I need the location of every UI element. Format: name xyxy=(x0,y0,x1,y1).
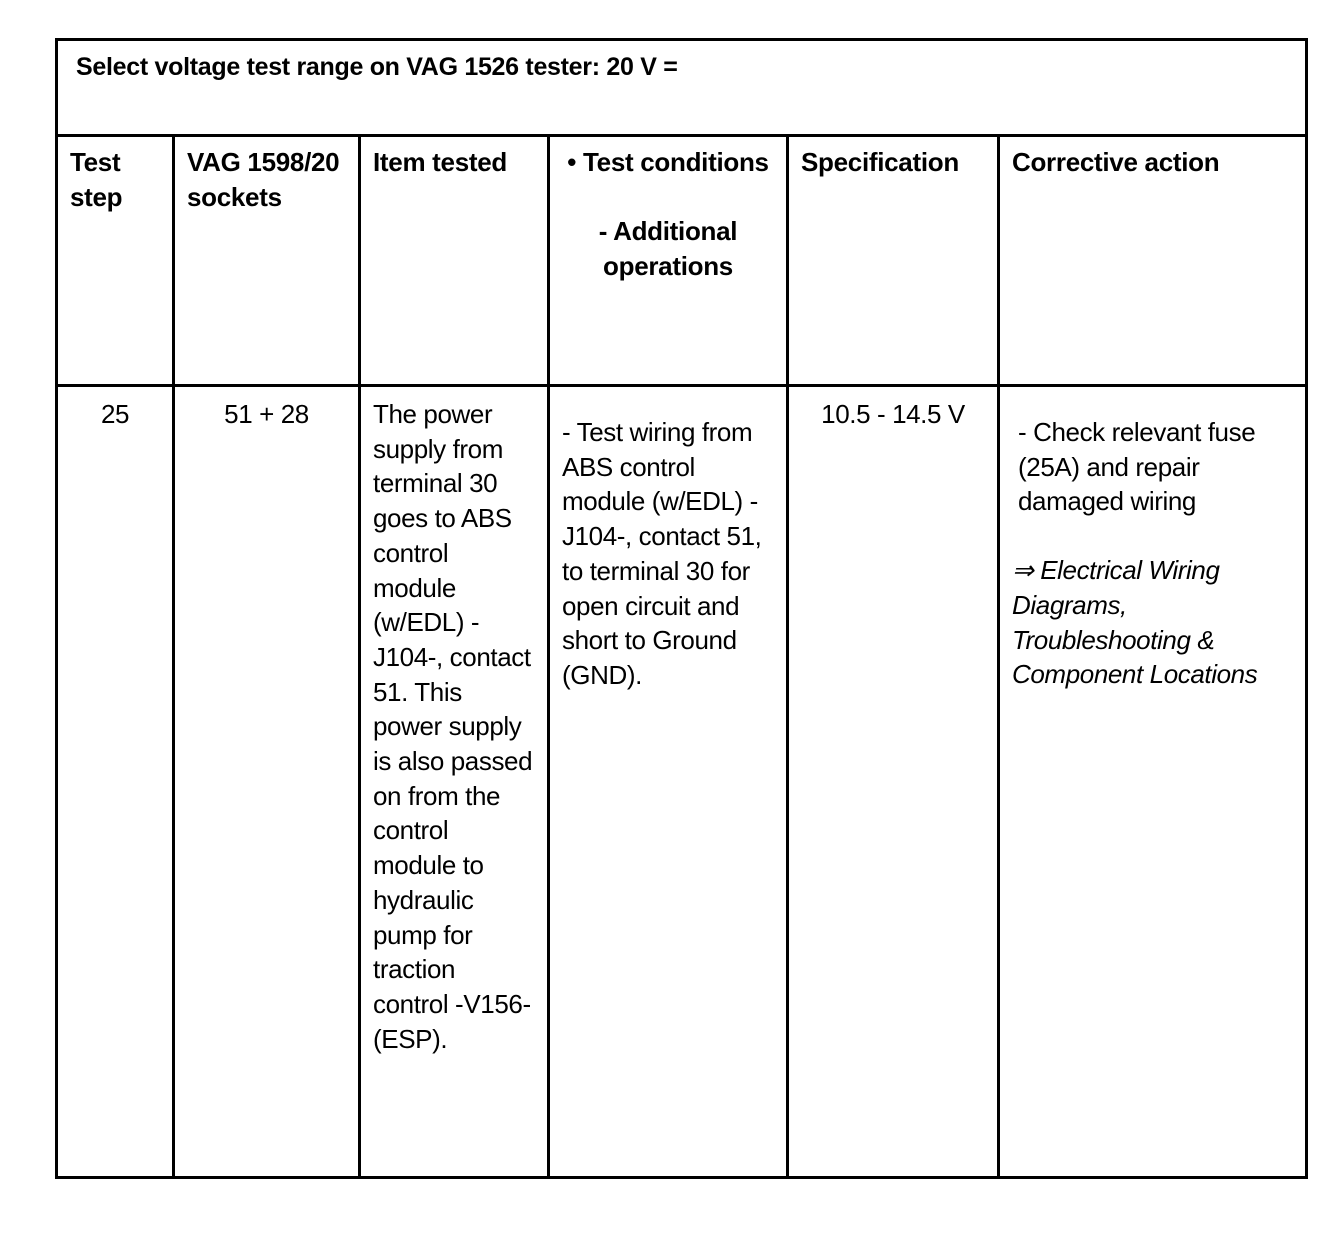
corrective-action-text: - Check relevant fuse (25A) and repair d… xyxy=(1018,417,1256,517)
wiring-diagram-reference-link[interactable]: ⇒ Electrical Wiring Diagrams, Troublesho… xyxy=(1012,555,1258,690)
table-row: 25 51 + 28 The power supply from termina… xyxy=(55,384,1309,1179)
test-table: Select voltage test range on VAG 1526 te… xyxy=(54,38,1309,1179)
header-test-step: Test step xyxy=(55,134,175,387)
header-test-conditions-label: • Test conditions xyxy=(567,147,769,177)
table-title: Select voltage test range on VAG 1526 te… xyxy=(54,38,1309,137)
header-specification: Specification xyxy=(786,134,1000,387)
header-additional-operations: - Additional operations xyxy=(598,216,738,281)
cell-item-tested: The power supply from terminal 30 goes t… xyxy=(358,384,550,1179)
cell-test-conditions: - Test wiring from ABS control module (w… xyxy=(547,384,789,1179)
header-test-conditions: • Test conditions - Additional operation… xyxy=(547,134,789,387)
header-item-tested: Item tested xyxy=(358,134,550,387)
header-row: Test step VAG 1598/20 sockets Item teste… xyxy=(55,134,1309,387)
cell-sockets: 51 + 28 xyxy=(172,384,361,1179)
cell-specification: 10.5 - 14.5 V xyxy=(786,384,1000,1179)
header-corrective-action: Corrective action xyxy=(996,134,1309,387)
cell-test-step: 25 xyxy=(55,384,175,1179)
cell-corrective-action: - Check relevant fuse (25A) and repair d… xyxy=(996,384,1309,1179)
header-sockets: VAG 1598/20 sockets xyxy=(172,134,361,387)
